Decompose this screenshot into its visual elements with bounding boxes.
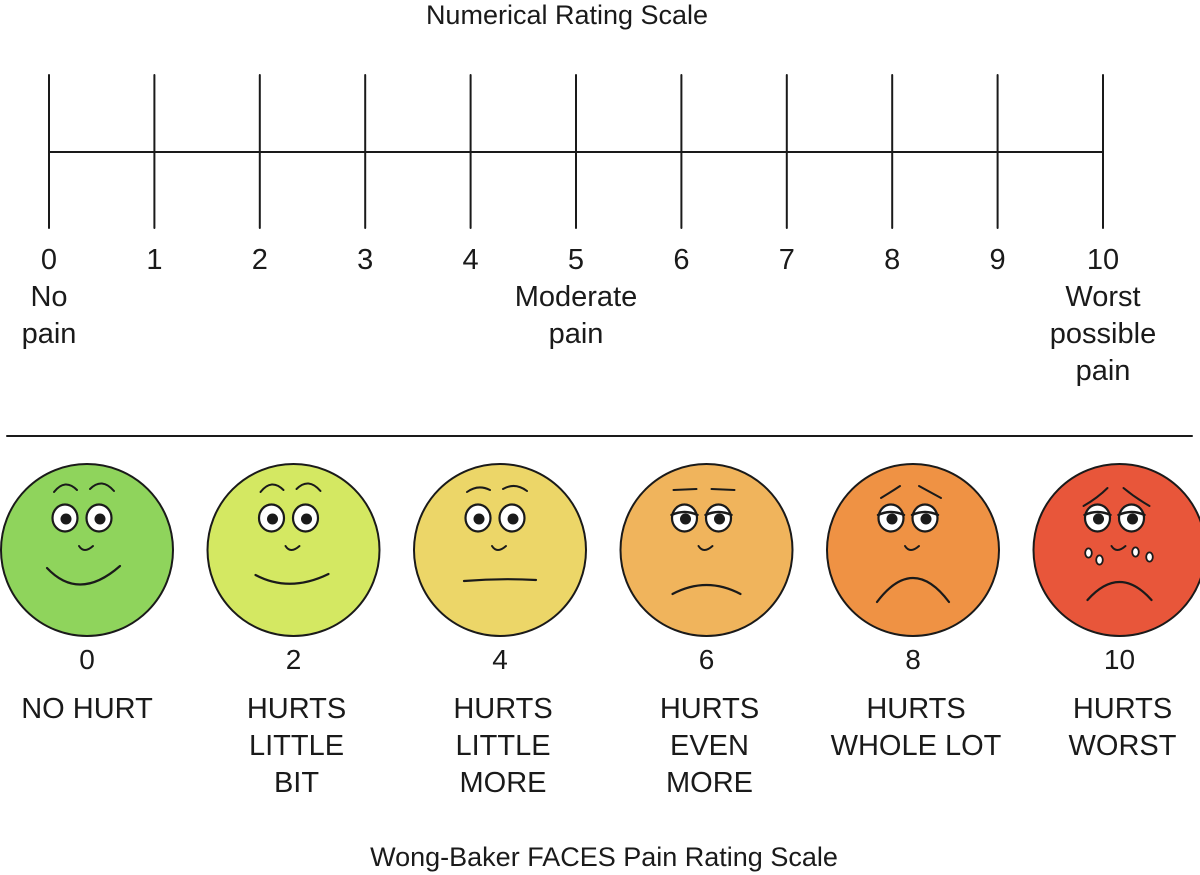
face-label-line: MORE (666, 767, 753, 799)
face-score: 6 (699, 644, 715, 675)
face-label-line: WORST (1069, 730, 1177, 762)
face-label-line: LITTLE (249, 730, 344, 762)
face-label-line: EVEN (670, 730, 749, 762)
face-label-line: NO HURT (21, 693, 153, 725)
face-score: 4 (492, 644, 508, 675)
anchor-label-0: No pain (22, 281, 77, 350)
anchor-line: No (30, 281, 67, 313)
anchor-label-10: Worst possible pain (1050, 281, 1156, 387)
face-score: 10 (1104, 644, 1135, 675)
face-6: 6 HURTS EVEN MORE (619, 463, 794, 799)
tick-label-3: 3 (357, 244, 373, 276)
face-frown-slight-icon (619, 463, 794, 637)
face-label-line: BIT (274, 767, 319, 799)
face-smile-icon (206, 463, 381, 637)
tick-label-5: 5 (568, 244, 584, 276)
face-2: 2 HURTS LITTLE BIT (206, 463, 381, 799)
tick-label-1: 1 (146, 244, 162, 276)
face-label-line: HURTS (453, 693, 552, 725)
face-label-line: HURTS (660, 693, 759, 725)
face-label-line: HURTS (866, 693, 965, 725)
face-score: 0 (79, 644, 95, 675)
tick-label-7: 7 (779, 244, 795, 276)
anchor-line: pain (22, 318, 77, 350)
tick-label-8: 8 (884, 244, 900, 276)
anchor-line: possible (1050, 318, 1156, 350)
face-4: 4 HURTS LITTLE MORE (413, 463, 587, 799)
anchor-line: Worst (1065, 281, 1140, 313)
tick-label-0: 0 (41, 244, 57, 276)
tick-label-6: 6 (673, 244, 689, 276)
face-label-line: WHOLE LOT (831, 730, 1002, 762)
tick-label-10: 10 (1087, 244, 1119, 276)
scale-ticks: 0 1 2 3 4 5 6 7 8 9 10 (41, 74, 1119, 276)
face-label-line: HURTS (247, 693, 346, 725)
face-label-line: HURTS (1073, 693, 1172, 725)
face-score: 2 (286, 644, 302, 675)
face-8: 8 HURTS WHOLE LOT (826, 463, 1002, 762)
anchor-line: pain (1076, 355, 1131, 387)
face-score: 8 (905, 644, 921, 675)
face-label-line: MORE (460, 767, 547, 799)
faces-row: 0NO HURT2HURTSLITTLEBIT4HURTSLITTLEMORE6… (0, 463, 1200, 799)
faces-scale-title: Wong-Baker FACES Pain Rating Scale (370, 842, 838, 872)
face-0: 0 NO HURT (0, 463, 174, 725)
tick-label-9: 9 (990, 244, 1006, 276)
face-neutral-icon (413, 463, 587, 637)
tick-label-2: 2 (252, 244, 268, 276)
face-smile-big-icon (0, 463, 174, 637)
anchor-line: Moderate (515, 281, 638, 313)
wong-baker-faces-scale: 0NO HURT2HURTSLITTLEBIT4HURTSLITTLEMORE6… (0, 463, 1200, 872)
face-frown-icon (826, 463, 1000, 637)
face-crying-icon (1032, 463, 1200, 637)
numerical-rating-scale: Numerical Rating Scale 0 1 2 3 4 5 6 7 8 9 10 No pa… (22, 0, 1157, 387)
anchor-line: pain (549, 318, 604, 350)
numerical-scale-title: Numerical Rating Scale (426, 0, 708, 30)
scale-anchors: No pain Moderate pain Worst possible pain (22, 281, 1157, 387)
face-label-line: LITTLE (455, 730, 550, 762)
face-10: 10 HURTS WORST (1032, 463, 1200, 762)
tick-label-4: 4 (463, 244, 479, 276)
anchor-label-5: Moderate pain (515, 281, 638, 350)
